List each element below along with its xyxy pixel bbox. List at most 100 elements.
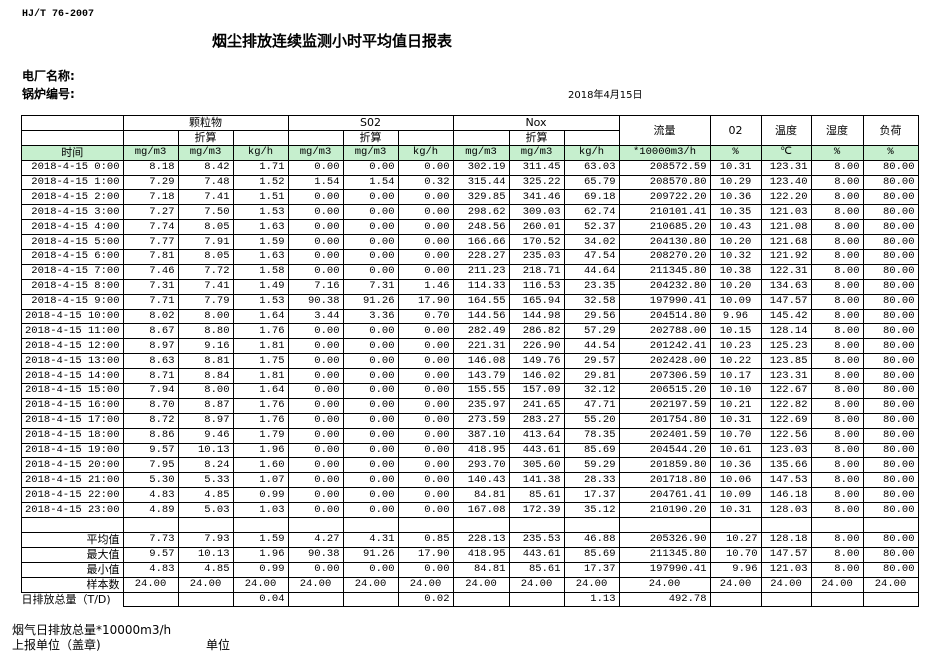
value-cell: 8.05 (177, 219, 234, 236)
time-cell: 2018-4-15 20:00 (21, 457, 124, 474)
value-cell: 1.49 (232, 278, 289, 295)
value-cell: 135.66 (760, 457, 812, 474)
value-cell: 85.61 (508, 487, 565, 504)
value-cell: 1.75 (232, 353, 289, 370)
value-cell: 210685.20 (618, 219, 711, 236)
value-cell: 4.89 (122, 502, 179, 519)
value-cell: 0.00 (287, 487, 344, 504)
value-cell: 123.03 (760, 442, 812, 459)
value-cell: 121.03 (760, 204, 812, 221)
value-cell: 0.00 (342, 338, 399, 355)
value-cell: 1.54 (287, 174, 344, 191)
summary-value: 84.81 (452, 561, 510, 578)
blank-cell (397, 517, 454, 533)
value-cell: 80.00 (862, 249, 919, 265)
unit-header: % (810, 144, 864, 161)
total-value (709, 591, 762, 608)
value-cell: 1.46 (397, 278, 454, 295)
value-cell: 90.38 (287, 293, 344, 310)
summary-value: 80.00 (862, 561, 919, 578)
value-cell: 0.00 (287, 368, 344, 385)
value-cell: 10.32 (709, 249, 762, 265)
value-cell: 0.00 (397, 338, 454, 355)
value-cell: 1.03 (232, 502, 289, 519)
value-cell: 7.31 (342, 278, 399, 295)
value-cell: 10.17 (709, 368, 762, 385)
value-cell: 144.56 (452, 308, 510, 325)
time-cell: 2018-4-15 17:00 (21, 412, 124, 429)
value-cell: 29.81 (563, 368, 620, 385)
time-cell: 2018-4-15 21:00 (21, 472, 124, 489)
total-value: 1.13 (563, 591, 620, 608)
blank-cell (760, 517, 812, 533)
value-cell: 9.16 (177, 338, 234, 355)
standard-code: HJ/T 76-2007 (22, 9, 95, 20)
value-cell: 0.00 (287, 412, 344, 429)
summary-value: 4.27 (287, 531, 344, 548)
summary-value: 24.00 (508, 576, 565, 593)
value-cell: 47.71 (563, 397, 620, 414)
group-header: 颗粒物 (122, 115, 289, 131)
value-cell: 0.00 (287, 204, 344, 221)
value-cell: 0.00 (287, 234, 344, 251)
value-cell: 8.84 (177, 368, 234, 385)
value-cell: 0.00 (342, 457, 399, 474)
table-row: 2018-4-15 10:00 8.02 8.00 1.64 3.44 3.36 0.70 1… (21, 308, 919, 325)
value-cell: 134.63 (760, 278, 812, 295)
value-cell: 211345.80 (618, 263, 711, 280)
value-cell: 413.64 (508, 427, 565, 444)
summary-value: 4.31 (342, 531, 399, 548)
value-cell: 8.00 (810, 249, 864, 265)
summary-value: 9.57 (122, 546, 179, 563)
time-cell: 2018-4-15 1:00 (21, 174, 124, 191)
unit-header: % (862, 144, 919, 161)
value-cell: 228.27 (452, 249, 510, 265)
value-cell: 204761.41 (618, 487, 711, 504)
summary-value: 24.00 (618, 576, 711, 593)
value-cell: 8.00 (177, 383, 234, 399)
value-cell: 8.24 (177, 457, 234, 474)
value-cell: 84.81 (452, 487, 510, 504)
blank-cell (709, 517, 762, 533)
table-row: 2018-4-15 21:00 5.30 5.33 1.07 0.00 0.00 0.00 1… (21, 472, 919, 489)
total-value (122, 591, 179, 608)
value-cell: 207306.59 (618, 368, 711, 385)
value-cell: 282.49 (452, 323, 510, 340)
value-cell: 10.36 (709, 189, 762, 206)
value-cell: 309.03 (508, 204, 565, 221)
value-cell: 0.00 (342, 383, 399, 399)
total-row: 日排放总量（T/D) 0.04 0.02 1.13 492.78 (21, 591, 919, 608)
value-cell: 47.54 (563, 249, 620, 265)
value-cell: 0.00 (342, 353, 399, 370)
value-cell: 8.87 (177, 397, 234, 414)
blank-header-cell (21, 129, 124, 146)
value-cell: 0.00 (342, 427, 399, 444)
value-cell: 57.29 (563, 323, 620, 340)
value-cell: 122.82 (760, 397, 812, 414)
value-cell: 202428.00 (618, 353, 711, 370)
summary-value: 9.96 (709, 561, 762, 578)
value-cell: 1.71 (232, 159, 289, 176)
value-cell: 147.57 (760, 293, 812, 310)
value-cell: 235.03 (508, 249, 565, 265)
unit-header: kg/h (397, 144, 454, 161)
value-cell: 128.03 (760, 502, 812, 519)
value-cell: 1.60 (232, 457, 289, 474)
value-cell: 8.05 (177, 249, 234, 265)
value-cell: 8.00 (810, 278, 864, 295)
summary-value: 418.95 (452, 546, 510, 563)
value-cell: 7.48 (177, 174, 234, 191)
value-cell: 7.31 (122, 278, 179, 295)
value-cell: 10.29 (709, 174, 762, 191)
column-header: 负荷 (862, 115, 919, 146)
value-cell: 0.00 (287, 249, 344, 265)
value-cell: 8.00 (810, 174, 864, 191)
value-cell: 1.54 (342, 174, 399, 191)
blank-cell (618, 517, 711, 533)
time-cell: 2018-4-15 7:00 (21, 263, 124, 280)
value-cell: 5.30 (122, 472, 179, 489)
blank-header-cell (232, 129, 289, 146)
value-cell: 8.42 (177, 159, 234, 176)
blank-cell (177, 517, 234, 533)
time-cell: 2018-4-15 22:00 (21, 487, 124, 504)
